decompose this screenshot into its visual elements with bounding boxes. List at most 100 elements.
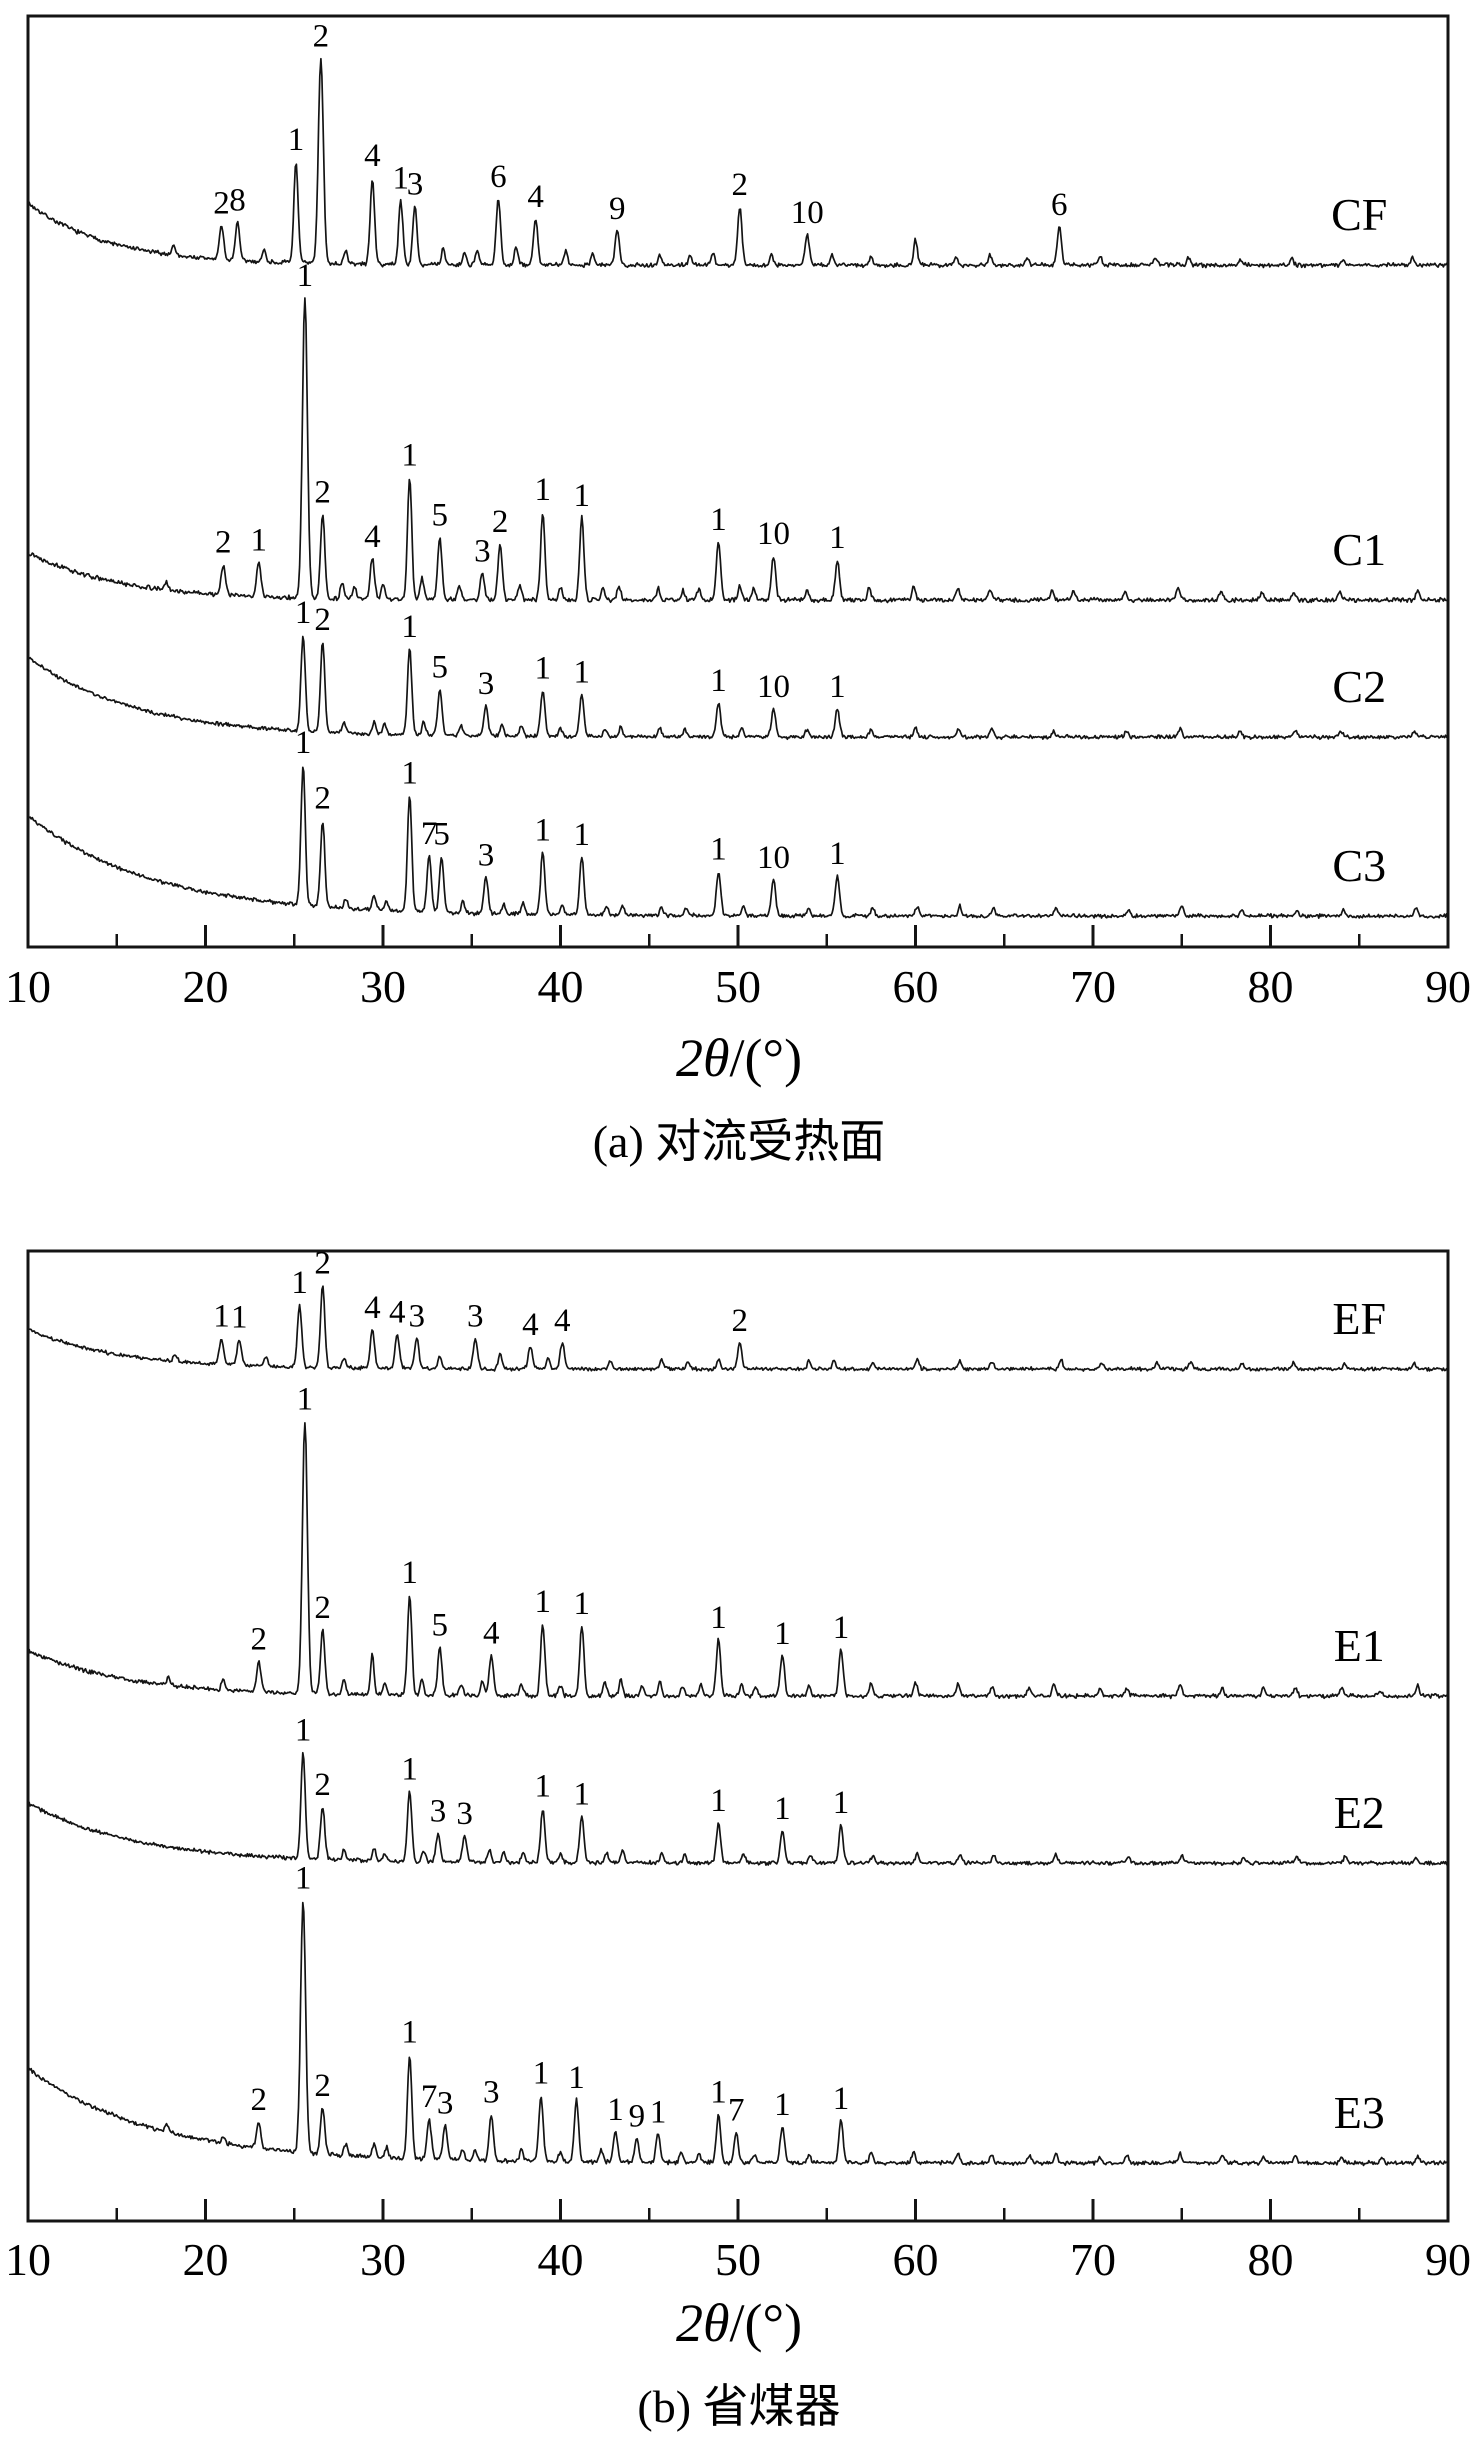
peak-label: 10 (757, 840, 790, 876)
xrd-trace-E3 (27, 1901, 1449, 2167)
x-tick-label: 60 (893, 961, 939, 1012)
peak-label: 3 (430, 1794, 447, 1830)
peak-label: 4 (483, 1616, 500, 1652)
peak-label: 10 (757, 516, 790, 552)
trace-name-E2: E2 (1334, 1787, 1385, 1838)
x-tick-label: 80 (1248, 2234, 1294, 2285)
peak-label: 1 (535, 1584, 552, 1620)
x-tick-label: 70 (1070, 961, 1116, 1012)
peak-label: 3 (474, 534, 491, 570)
xrd-trace-E2 (27, 1751, 1449, 1866)
x-tick-label: 70 (1070, 2234, 1116, 2285)
peak-label: 4 (389, 1294, 406, 1330)
peak-label: 1 (231, 1299, 248, 1335)
plot-border (26, 1249, 1450, 2223)
xrd-trace-C2 (27, 635, 1448, 741)
peak-label: 1 (710, 502, 727, 538)
peak-label: 4 (522, 1307, 539, 1343)
peak-label: 1 (833, 2081, 850, 2117)
x-axis-label-rest-b: /(°) (729, 2293, 803, 2353)
peak-label: 10 (791, 195, 824, 231)
peak-label: 1 (710, 1600, 727, 1636)
panel-a: 10 20 30 40 50 60 70 80 90 2 8 1 2 4 1 3 6 4 9 2 10 6 CF 2 1 1 2 4 1… (0, 0, 1478, 1190)
peak-label: 1 (393, 160, 410, 196)
trace-name-C3: C3 (1332, 840, 1386, 891)
x-axis-title-b: 2θ/(°) (0, 2285, 1478, 2365)
peak-label: 1 (574, 1586, 591, 1622)
peak-label: 3 (478, 666, 495, 702)
x-tick-label: 30 (360, 961, 406, 1012)
peak-label: 1 (710, 2075, 727, 2111)
x-tick-label: 30 (360, 2234, 406, 2285)
x-tick-label: 40 (538, 2234, 584, 2285)
peak-label: 5 (432, 498, 449, 534)
peak-label: 1 (774, 1791, 791, 1827)
peak-label: 9 (609, 191, 626, 227)
peak-label: 5 (432, 649, 449, 685)
peak-label: 3 (456, 1796, 473, 1832)
peak-label: 2 (314, 1246, 331, 1282)
caption-b: (b) 省煤器 (637, 2381, 841, 2432)
peak-label: 1 (533, 2055, 550, 2091)
xrd-trace-C3 (27, 766, 1449, 919)
x-tick-label: 20 (183, 961, 229, 1012)
x-tick-label: 90 (1425, 961, 1471, 1012)
trace-name-C1: C1 (1332, 524, 1386, 575)
peak-label: 1 (251, 522, 268, 558)
x-axis-label-rest-a: /(°) (729, 1028, 803, 1088)
trace-name-E1: E1 (1334, 1620, 1385, 1671)
peak-label: 2 (492, 504, 509, 540)
peak-label: 1 (574, 1777, 591, 1813)
peak-label: 2 (314, 1767, 331, 1803)
peak-label: 2 (313, 18, 330, 54)
peak-label: 1 (535, 472, 552, 508)
peak-label: 1 (829, 669, 846, 705)
peak-label: 6 (490, 159, 507, 195)
peak-label: 1 (574, 655, 591, 691)
peak-label: 2 (213, 185, 230, 221)
xrd-trace-E1 (27, 1422, 1449, 1700)
peak-label: 2 (732, 1303, 749, 1339)
peak-label: 1 (401, 609, 418, 645)
caption-a: (a) 对流受热面 (592, 1116, 886, 1167)
peak-label: 3 (437, 2086, 454, 2122)
peak-label: 4 (364, 1290, 381, 1326)
peak-label: 1 (650, 2094, 667, 2130)
peak-label: 10 (757, 669, 790, 705)
trace-name-EF: EF (1332, 1293, 1386, 1344)
peak-label: 2 (251, 2082, 268, 2118)
x-axis-title-a: 2θ/(°) (0, 1020, 1478, 1100)
peak-label: 1 (401, 1555, 418, 1591)
trace-name-E3: E3 (1334, 2087, 1385, 2138)
peak-label: 3 (483, 2075, 500, 2111)
panel-b: 10 20 30 40 50 60 70 80 90 1 1 1 2 4 4 3 3 4 4 2 EF 2 1 2 1 5 4 1 1 1… (0, 1245, 1478, 2455)
peak-label: 1 (295, 1861, 312, 1897)
peak-label: 5 (432, 1607, 449, 1643)
peak-label: 2 (732, 167, 749, 203)
peak-label: 1 (297, 1381, 314, 1417)
peak-label: 1 (297, 258, 314, 294)
peak-label: 2 (314, 781, 331, 817)
peak-label: 1 (574, 817, 591, 853)
peak-label: 1 (295, 725, 312, 761)
peak-label: 3 (478, 837, 495, 873)
peak-label: 1 (607, 2092, 624, 2128)
x-tick-label: 10 (5, 961, 51, 1012)
peak-label: 1 (535, 812, 552, 848)
plot-border (26, 14, 1450, 949)
peak-label: 7 (421, 2079, 438, 2115)
peak-label: 1 (535, 650, 552, 686)
x-tick-label: 40 (538, 961, 584, 1012)
peak-label: 1 (829, 520, 846, 556)
peak-label: 1 (401, 755, 418, 791)
peak-label: 1 (401, 437, 418, 473)
peak-label: 1 (574, 478, 591, 514)
peak-label: 3 (407, 167, 424, 203)
peak-label: 4 (364, 138, 381, 174)
peak-label: 1 (401, 1751, 418, 1787)
peak-label: 1 (568, 2060, 585, 2096)
peak-label: 2 (314, 1590, 331, 1626)
peak-label: 8 (229, 182, 246, 218)
peak-label: 7 (728, 2093, 745, 2129)
